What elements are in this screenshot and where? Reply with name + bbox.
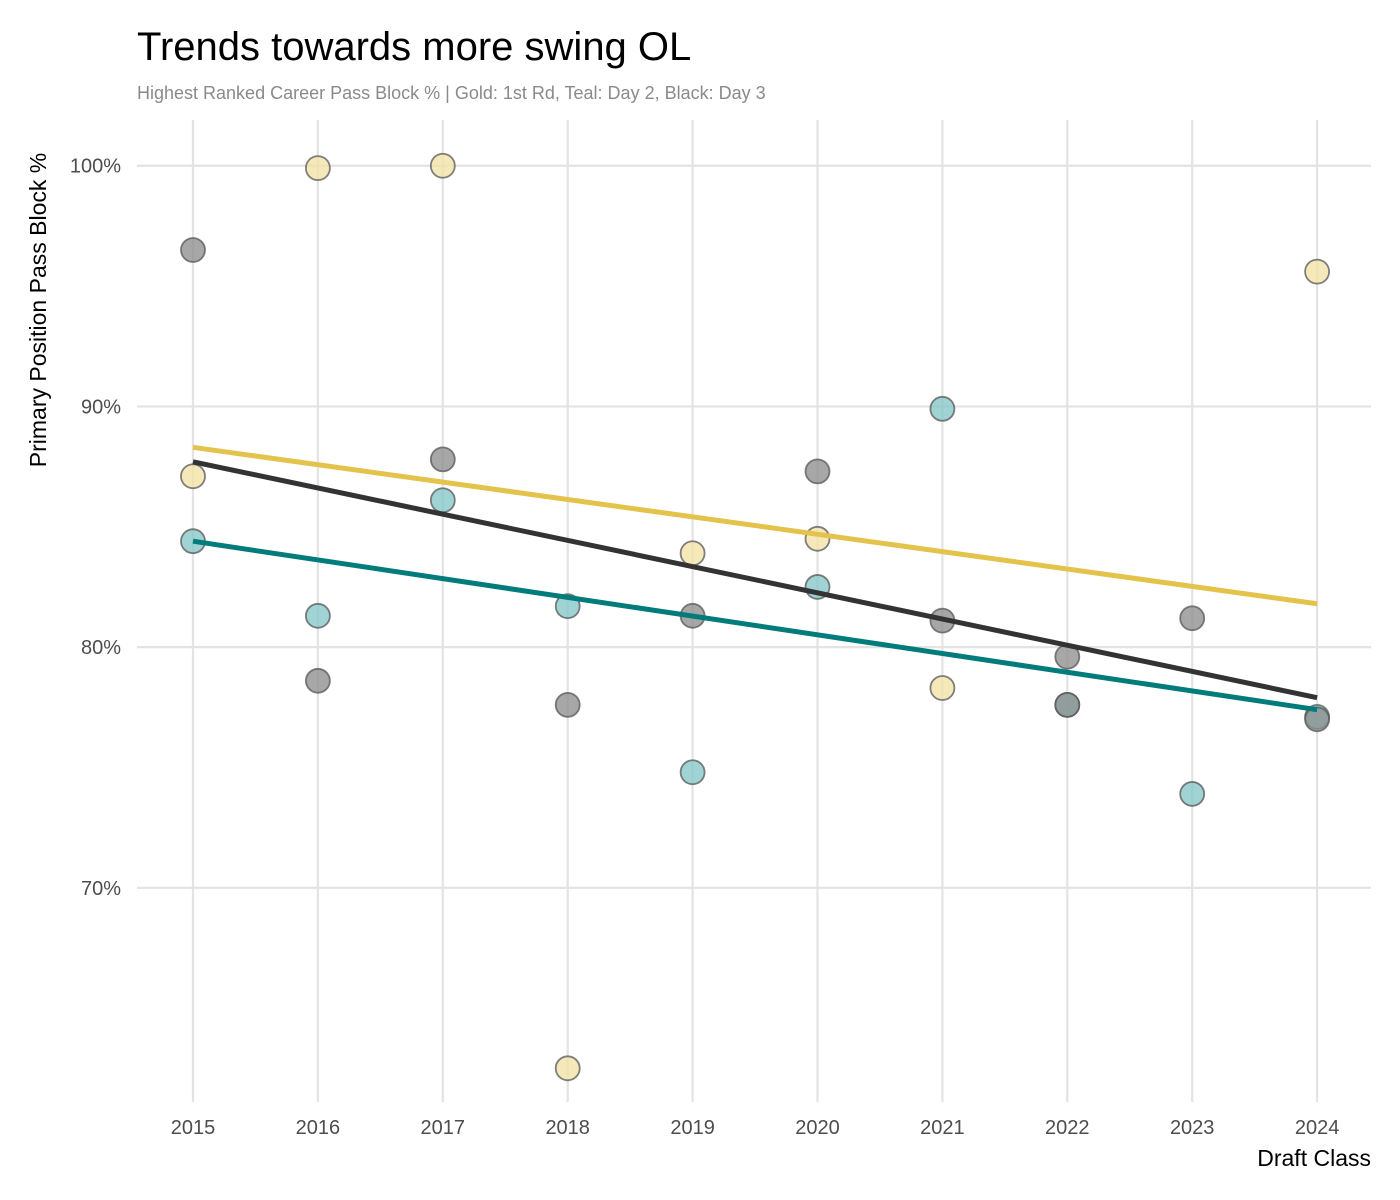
point-day-2 xyxy=(929,395,956,422)
y-tick-label: 80% xyxy=(81,637,121,659)
y-axis-ticks: 70% 80% 90% 100% xyxy=(70,156,121,900)
x-tick-label: 2016 xyxy=(296,1117,341,1139)
y-tick-label: 70% xyxy=(81,878,121,900)
trend-line-day-3 xyxy=(192,459,1318,701)
point-1st-rd xyxy=(804,525,831,552)
point-1st-rd xyxy=(679,540,706,567)
trend-lines xyxy=(192,444,1318,713)
point-day-2 xyxy=(429,487,456,514)
point-day-2 xyxy=(304,602,331,629)
x-tick-label: 2023 xyxy=(1170,1117,1215,1139)
x-tick-label: 2024 xyxy=(1295,1117,1340,1139)
point-1st-rd xyxy=(180,463,206,490)
y-tick-label: 100% xyxy=(70,156,121,178)
x-tick-label: 2020 xyxy=(795,1117,840,1139)
chart-subtitle: Highest Ranked Career Pass Block % | Gol… xyxy=(137,83,766,103)
x-tick-label: 2022 xyxy=(1045,1117,1090,1139)
point-day-3 xyxy=(1054,691,1081,718)
data-points xyxy=(180,152,1330,1082)
x-axis-ticks: 2015 2016 2017 2018 2019 2020 2021 2022 2023 2024 xyxy=(171,1117,1340,1139)
trend-line-day-2 xyxy=(192,538,1318,713)
point-day-3 xyxy=(1179,605,1206,632)
point-day-3 xyxy=(554,691,581,718)
point-1st-rd xyxy=(1304,258,1330,285)
point-day-3 xyxy=(180,237,206,263)
x-tick-label: 2017 xyxy=(421,1117,466,1139)
x-tick-label: 2018 xyxy=(545,1117,590,1139)
x-axis-label: Draft Class xyxy=(1257,1145,1371,1171)
y-tick-label: 90% xyxy=(81,396,121,418)
point-day-3 xyxy=(429,446,456,473)
chart-title: Trends towards more swing OL xyxy=(137,25,691,69)
x-tick-label: 2015 xyxy=(171,1117,216,1139)
point-day-3 xyxy=(804,458,831,485)
point-1st-rd xyxy=(929,675,956,701)
x-tick-label: 2019 xyxy=(670,1117,715,1139)
point-day-2 xyxy=(679,759,706,786)
trend-line-1st-rd xyxy=(192,444,1318,607)
point-1st-rd xyxy=(304,155,331,182)
y-axis-label: Primary Position Pass Block % xyxy=(25,153,51,467)
point-day-2 xyxy=(1179,781,1206,807)
point-1st-rd xyxy=(554,1055,581,1082)
point-day-3 xyxy=(304,667,331,694)
point-1st-rd xyxy=(429,152,456,179)
x-tick-label: 2021 xyxy=(920,1117,965,1139)
